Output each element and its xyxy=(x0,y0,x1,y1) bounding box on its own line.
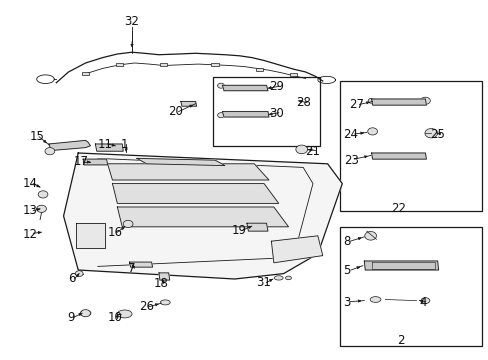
Polygon shape xyxy=(117,207,288,227)
Circle shape xyxy=(37,205,46,212)
Text: 20: 20 xyxy=(168,105,183,118)
Ellipse shape xyxy=(117,310,132,318)
Text: 14: 14 xyxy=(23,177,38,190)
Polygon shape xyxy=(222,85,267,91)
Circle shape xyxy=(295,145,307,154)
Polygon shape xyxy=(371,153,426,159)
Circle shape xyxy=(367,128,377,135)
Bar xyxy=(255,68,263,71)
Circle shape xyxy=(38,191,48,198)
Text: 23: 23 xyxy=(343,154,358,167)
Bar xyxy=(211,63,219,66)
Ellipse shape xyxy=(80,310,91,316)
Polygon shape xyxy=(371,99,426,105)
Text: 9: 9 xyxy=(67,311,75,324)
Text: 3: 3 xyxy=(343,296,350,309)
Polygon shape xyxy=(95,144,123,151)
Text: 12: 12 xyxy=(23,228,38,240)
Bar xyxy=(289,73,296,76)
Text: 15: 15 xyxy=(29,130,44,143)
Text: 16: 16 xyxy=(107,226,122,239)
Text: 27: 27 xyxy=(349,98,364,111)
Circle shape xyxy=(217,113,224,118)
Polygon shape xyxy=(222,112,268,117)
Polygon shape xyxy=(76,223,105,248)
Text: 25: 25 xyxy=(429,129,444,141)
Circle shape xyxy=(424,129,437,138)
Polygon shape xyxy=(364,261,438,270)
Polygon shape xyxy=(112,184,278,203)
Text: 4: 4 xyxy=(418,296,426,309)
Circle shape xyxy=(75,271,83,276)
Polygon shape xyxy=(246,223,267,231)
Polygon shape xyxy=(83,159,107,165)
Text: 17: 17 xyxy=(73,156,88,168)
Text: 31: 31 xyxy=(256,276,271,289)
Circle shape xyxy=(217,83,224,88)
Circle shape xyxy=(420,97,429,104)
Text: 13: 13 xyxy=(23,204,38,217)
Bar xyxy=(160,63,167,66)
Text: 29: 29 xyxy=(268,80,283,93)
Ellipse shape xyxy=(420,298,429,303)
Text: 24: 24 xyxy=(343,129,358,141)
Text: 7: 7 xyxy=(128,262,136,275)
Bar xyxy=(339,227,481,346)
Text: 10: 10 xyxy=(107,311,122,324)
Circle shape xyxy=(81,310,90,317)
Bar xyxy=(339,81,481,211)
Text: 32: 32 xyxy=(124,15,139,28)
Circle shape xyxy=(367,98,374,103)
Ellipse shape xyxy=(369,297,380,302)
Text: 1: 1 xyxy=(121,138,128,150)
Text: 21: 21 xyxy=(305,145,320,158)
Polygon shape xyxy=(129,262,152,267)
Ellipse shape xyxy=(274,276,283,280)
Text: 28: 28 xyxy=(295,96,310,109)
Text: 18: 18 xyxy=(154,277,168,290)
Polygon shape xyxy=(49,140,90,150)
Ellipse shape xyxy=(285,276,291,280)
Polygon shape xyxy=(107,164,268,180)
Text: 8: 8 xyxy=(343,235,350,248)
Text: 11: 11 xyxy=(98,138,112,150)
Polygon shape xyxy=(63,153,342,279)
Bar xyxy=(81,72,89,75)
Text: 26: 26 xyxy=(139,300,154,313)
Bar xyxy=(212,77,320,146)
Text: 6: 6 xyxy=(68,273,76,285)
Bar xyxy=(116,63,123,66)
Text: 5: 5 xyxy=(343,264,350,276)
Circle shape xyxy=(123,220,133,228)
Polygon shape xyxy=(271,236,322,263)
Circle shape xyxy=(364,231,376,240)
Polygon shape xyxy=(181,102,196,106)
Circle shape xyxy=(45,148,55,155)
Text: 30: 30 xyxy=(268,107,283,120)
Text: 22: 22 xyxy=(390,202,405,215)
Polygon shape xyxy=(159,273,169,280)
Text: 19: 19 xyxy=(232,224,246,237)
Text: 2: 2 xyxy=(396,334,404,347)
Ellipse shape xyxy=(160,300,170,305)
Polygon shape xyxy=(137,158,224,166)
